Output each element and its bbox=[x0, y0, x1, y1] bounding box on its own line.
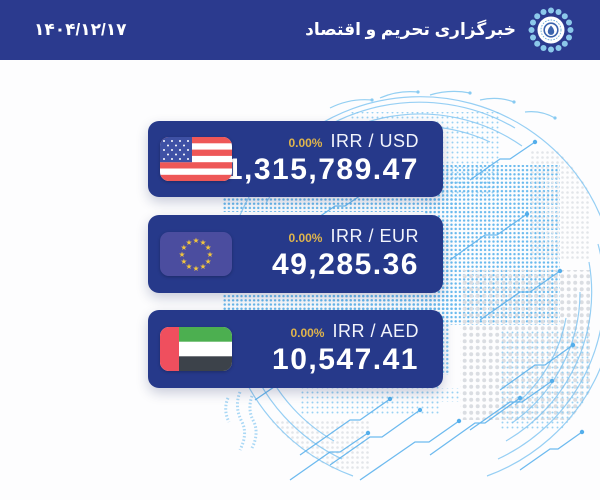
rate-value: 1,315,789.47 bbox=[225, 153, 419, 187]
svg-text:★: ★ bbox=[205, 257, 212, 266]
svg-text:★: ★ bbox=[186, 238, 193, 247]
date-text: ۱۴۰۴/۱۲/۱۷ bbox=[34, 20, 127, 39]
svg-text:★: ★ bbox=[193, 236, 200, 245]
svg-text:★: ★ bbox=[193, 264, 200, 273]
us-flag-icon bbox=[160, 137, 232, 181]
svg-text:★: ★ bbox=[186, 262, 193, 271]
svg-text:★: ★ bbox=[205, 243, 212, 252]
brand: خبرگزاری تحریم و اقتصاد bbox=[305, 7, 574, 53]
rate-info: 0.00% IRR / EUR 49,285.36 bbox=[148, 215, 443, 293]
pair-label: IRR / USD bbox=[330, 131, 419, 152]
agency-title: خبرگزاری تحریم و اقتصاد bbox=[305, 20, 516, 39]
change-percent: 0.00% bbox=[288, 136, 323, 151]
svg-text:★: ★ bbox=[207, 250, 214, 259]
header-bar: ۱۴۰۴/۱۲/۱۷ خبرگزاری تحریم و اقتصاد bbox=[0, 0, 600, 60]
svg-text:★: ★ bbox=[179, 250, 186, 259]
rate-info: 0.00% IRR / USD 1,315,789.47 bbox=[148, 121, 443, 197]
uae-flag-icon bbox=[160, 327, 232, 371]
currency-card-usd[interactable]: 0.00% IRR / USD 1,315,789.47 bbox=[148, 121, 443, 197]
change-percent: 0.00% bbox=[288, 231, 323, 246]
rate-value: 49,285.36 bbox=[272, 248, 419, 282]
rate-value: 10,547.41 bbox=[272, 343, 419, 377]
currency-card-aed[interactable]: 0.00% IRR / AED 10,547.41 bbox=[148, 310, 443, 388]
svg-text:★: ★ bbox=[181, 257, 188, 266]
svg-text:★: ★ bbox=[200, 238, 207, 247]
agency-emblem-icon bbox=[528, 7, 574, 53]
change-percent: 0.00% bbox=[290, 326, 325, 341]
eu-flag-icon: ★ ★ ★ ★ ★ ★ ★ ★ ★ ★ ★ ★ bbox=[160, 232, 232, 276]
svg-text:★: ★ bbox=[200, 262, 207, 271]
pair-label: IRR / AED bbox=[332, 321, 419, 342]
pair-label: IRR / EUR bbox=[330, 226, 419, 247]
currency-card-eur[interactable]: ★ ★ ★ ★ ★ ★ ★ ★ ★ ★ ★ ★ 0.00% IRR / EUR 49,285.3… bbox=[148, 215, 443, 293]
svg-text:★: ★ bbox=[181, 243, 188, 252]
rate-info: 0.00% IRR / AED 10,547.41 bbox=[148, 310, 443, 388]
